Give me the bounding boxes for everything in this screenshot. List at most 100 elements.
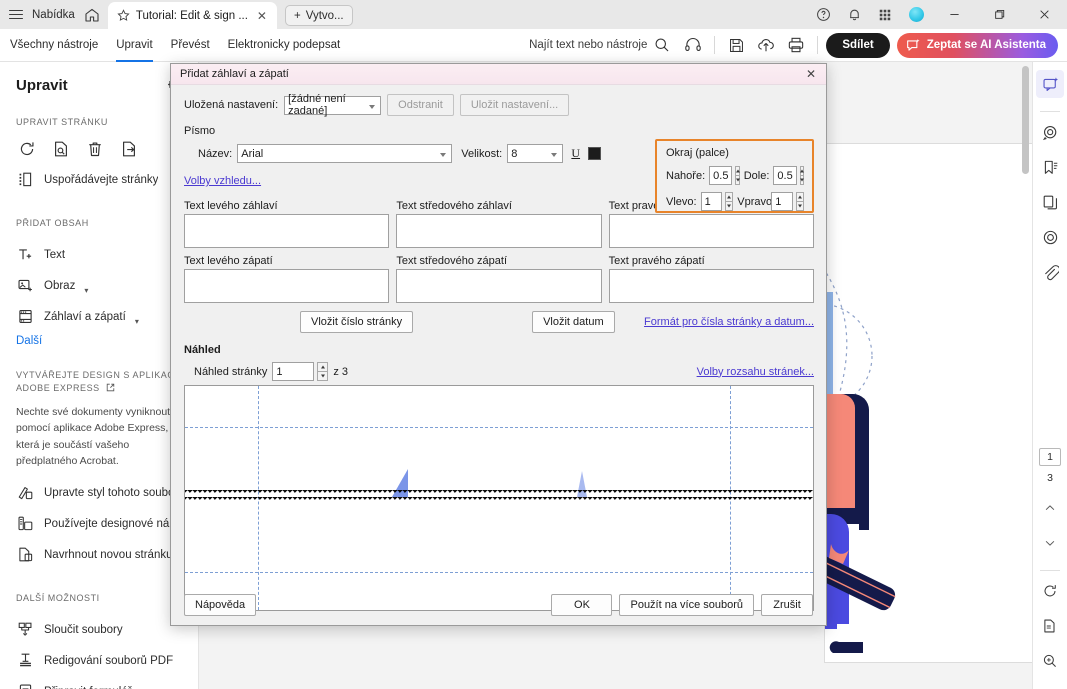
margin-bottom-input[interactable]: 0.5 [773, 166, 797, 185]
preview-page-input[interactable]: 1 [272, 362, 315, 381]
font-name-select[interactable]: Arial [237, 144, 453, 163]
sidebar-item-organize-pages[interactable]: Uspořádávejte stránky [0, 164, 198, 195]
external-link-icon[interactable] [106, 383, 115, 392]
ok-button[interactable]: OK [551, 594, 613, 616]
print-icon[interactable] [783, 32, 809, 58]
sidebar-more-link[interactable]: Další [16, 335, 43, 348]
left-footer-input[interactable] [184, 269, 390, 303]
page-preview[interactable] [184, 385, 814, 611]
margin-top-stepper[interactable] [735, 166, 740, 185]
margin-top-input[interactable]: 0.5 [709, 166, 733, 185]
home-icon[interactable] [84, 7, 100, 23]
save-settings-button[interactable]: Uložit nastavení... [459, 94, 570, 116]
comment-rail-icon[interactable] [1036, 118, 1064, 146]
right-footer-input[interactable] [608, 269, 814, 303]
avatar[interactable] [902, 0, 930, 29]
star-icon[interactable] [117, 9, 130, 22]
margin-right-stepper[interactable] [796, 192, 804, 211]
sidebar-item-design-tools[interactable]: Používejte designové nástr... [0, 508, 198, 539]
attachment-rail-icon[interactable] [1036, 258, 1064, 286]
sidebar-item-image[interactable]: Obraz ▾ [0, 270, 198, 301]
sidebar-item-text[interactable]: Text [0, 239, 198, 270]
underline-button[interactable]: U [571, 146, 581, 160]
tab-close-icon[interactable]: ✕ [256, 8, 267, 23]
left-header-label: Text levého záhlaví [184, 200, 278, 212]
share-button[interactable]: Sdílet [826, 32, 890, 58]
center-header-input[interactable] [396, 214, 602, 248]
apps-grid-icon[interactable] [871, 0, 899, 29]
apply-multiple-files-button[interactable]: Použít na více souborů [619, 594, 754, 616]
page-range-options-link[interactable]: Volby rozsahu stránek... [696, 365, 814, 378]
export-page-icon[interactable] [118, 138, 140, 160]
help-icon[interactable] [809, 0, 837, 29]
chevron-down-icon[interactable]: ▾ [84, 286, 89, 296]
maximize-restore-button[interactable] [978, 0, 1020, 29]
tab-e-sign[interactable]: Elektronicky podepsat [227, 39, 341, 51]
margin-bottom-stepper[interactable] [799, 166, 804, 185]
minimize-button[interactable] [933, 0, 975, 29]
sidebar-item-prepare-form[interactable]: Připravit formulář [0, 676, 198, 689]
sidebar-section-other-options: DALŠÍ MOŽNOSTI [16, 593, 100, 604]
search-icon[interactable] [654, 37, 670, 53]
scan-rail-icon[interactable] [1036, 223, 1064, 251]
menu-icon[interactable] [9, 9, 23, 20]
insert-date-button[interactable]: Vložit datum [532, 311, 615, 333]
margin-right-input[interactable]: 1 [771, 192, 794, 211]
bookmark-rail-icon[interactable] [1036, 153, 1064, 181]
pdf-page[interactable] [824, 143, 1032, 663]
right-header-group: Text pravého záhlaví [608, 200, 814, 248]
center-footer-input[interactable] [396, 269, 602, 303]
previous-page-icon[interactable] [1036, 494, 1064, 522]
saved-settings-select[interactable]: [žádné není zadané] [284, 93, 382, 117]
chevron-down-icon[interactable]: ▾ [134, 317, 139, 327]
menu-label[interactable]: Nabídka [32, 8, 75, 21]
font-color-swatch[interactable] [588, 147, 602, 160]
ai-assistant-rail-icon[interactable] [1036, 70, 1064, 98]
rotate-view-icon[interactable] [1036, 577, 1064, 605]
new-tab-button[interactable]: + Vytvo... [284, 5, 353, 26]
cancel-button[interactable]: Zrušit [761, 594, 813, 616]
dialog-close-icon[interactable]: ✕ [805, 67, 816, 81]
right-footer-group: Text pravého zápatí [608, 255, 814, 303]
scrollbar-thumb[interactable] [1022, 66, 1029, 174]
tab-all-tools[interactable]: Všechny nástroje [10, 39, 99, 51]
number-date-format-link[interactable]: Formát pro čísla stránky a datum... [644, 316, 814, 328]
upload-cloud-icon[interactable] [753, 32, 779, 58]
extract-page-icon[interactable] [50, 138, 72, 160]
page-view-mode-icon[interactable] [1036, 612, 1064, 640]
plus-icon: + [293, 9, 301, 22]
notifications-bell-icon[interactable] [840, 0, 868, 29]
ai-assistant-button[interactable]: Zeptat se AI Asistenta [896, 32, 1058, 58]
preview-page-stepper[interactable] [317, 362, 329, 381]
sidebar-item-redact-pdf[interactable]: Redigování souborů PDF [0, 645, 198, 676]
delete-settings-button[interactable]: Odstranit [387, 94, 454, 116]
pages-rail-icon[interactable] [1036, 188, 1064, 216]
tab-edit[interactable]: Upravit [116, 29, 154, 62]
rotate-page-icon[interactable] [16, 138, 38, 160]
delete-page-icon[interactable] [84, 138, 106, 160]
margin-left-input[interactable]: 1 [700, 192, 723, 211]
appearance-options-link[interactable]: Volby vzhledu... [184, 175, 262, 187]
save-icon[interactable] [723, 32, 749, 58]
close-window-button[interactable] [1023, 0, 1065, 29]
search-input[interactable]: Najít text nebo nástroje [529, 37, 670, 53]
document-tab[interactable]: Tutorial: Edit & sign ... ✕ [107, 2, 277, 29]
zoom-icon[interactable] [1036, 647, 1064, 675]
margin-left-stepper[interactable] [725, 192, 734, 211]
sidebar-item-design-new-page[interactable]: Navrhnout novou stránku [0, 539, 198, 570]
right-header-input[interactable] [608, 214, 814, 248]
left-header-input[interactable] [184, 214, 390, 248]
dialog-title-bar: Přidat záhlaví a zápatí ✕ [171, 64, 826, 85]
tab-convert[interactable]: Převést [170, 39, 210, 51]
sidebar-item-header-footer[interactable]: Záhlaví a zápatí ▾ [0, 301, 198, 332]
help-button[interactable]: Nápověda [184, 594, 257, 616]
next-page-icon[interactable] [1036, 529, 1064, 557]
insert-page-number-button[interactable]: Vložit číslo stránky [300, 311, 414, 333]
sidebar-item-merge-files[interactable]: Sloučit soubory [0, 614, 198, 645]
read-aloud-icon[interactable] [680, 32, 706, 58]
document-scrollbar[interactable] [1022, 66, 1029, 685]
sidebar-item-restyle-file[interactable]: Upravte styl tohoto soubor... [0, 477, 198, 508]
font-size-select[interactable]: 8 [507, 144, 564, 163]
toolbar-actions: Najít text nebo nástroje Sdílet Zeptat s… [529, 32, 1067, 58]
current-page-input[interactable]: 1 [1039, 448, 1061, 466]
